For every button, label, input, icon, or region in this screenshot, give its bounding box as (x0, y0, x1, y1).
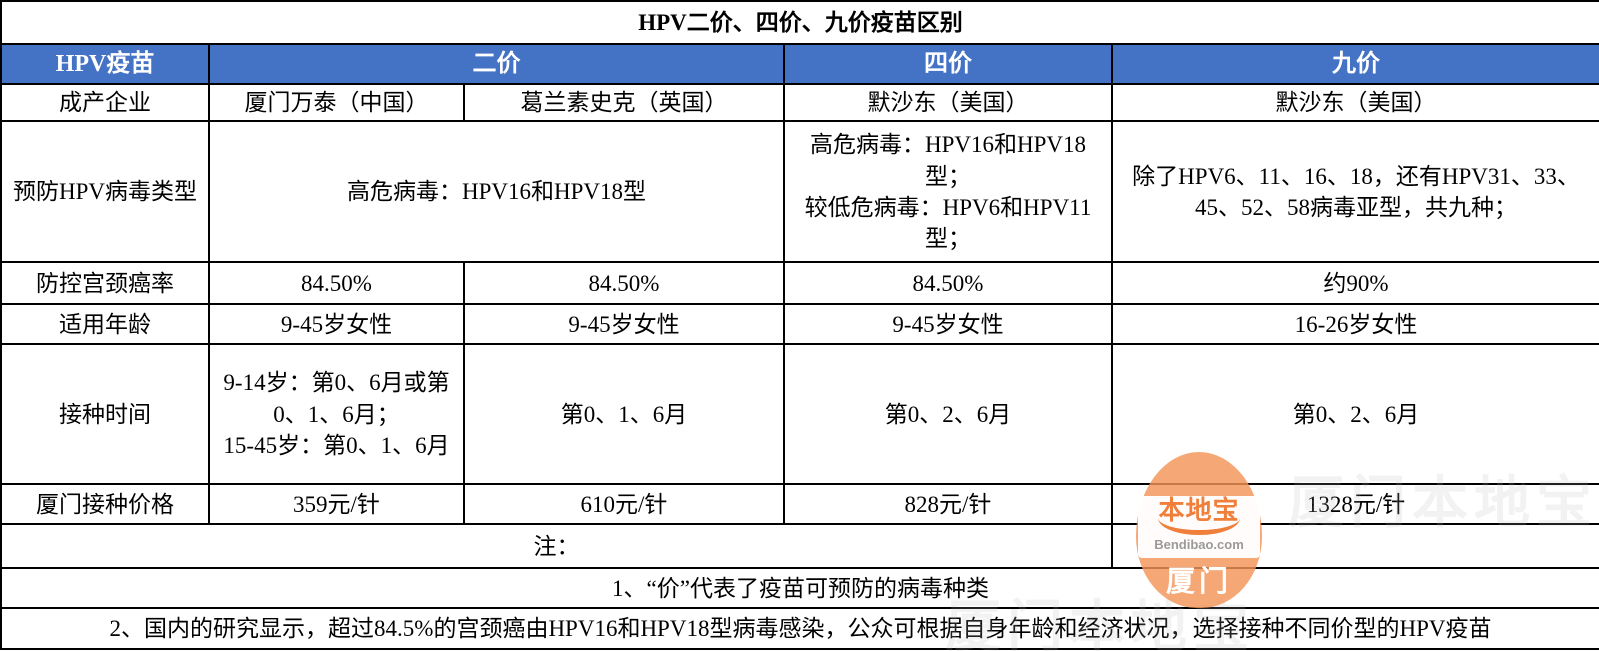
table-row-price: 厦门接种价格 359元/针 610元/针 828元/针 1328元/针 (0, 483, 1599, 526)
cell-age-nonavalent: 16-26岁女性 (1110, 303, 1599, 346)
table-row-schedule: 接种时间 9-14岁：第0、6月或第0、1、6月； 15-45岁：第0、1、6月… (0, 343, 1599, 486)
cell-age-bivalent-b: 9-45岁女性 (463, 303, 785, 346)
note-2: 2、国内的研究显示，超过84.5%的宫颈癌由HPV16和HPV18型病毒感染，公… (0, 607, 1599, 651)
table-row-prevention-rate: 防控宫颈癌率 84.50% 84.50% 84.50% 约90% (0, 261, 1599, 306)
row-label-manufacturer: 成产企业 (0, 82, 210, 123)
header-cell-nonavalent: 九价 (1110, 43, 1599, 85)
cell-schedule-bivalent-b: 第0、1、6月 (463, 343, 785, 486)
cell-price-bivalent-a: 359元/针 (208, 483, 465, 526)
cell-price-nonavalent: 1328元/针 (1110, 483, 1599, 526)
cell-virus-bivalent: 高危病毒：HPV16和HPV18型 (208, 120, 785, 264)
cell-price-bivalent-b: 610元/针 (463, 483, 785, 526)
note-1: 1、“价”代表了疫苗可预防的病毒种类 (0, 567, 1599, 610)
cell-age-bivalent-a: 9-45岁女性 (208, 303, 465, 346)
cell-manufacturer-bivalent-a: 厦门万泰（中国） (208, 82, 465, 123)
cell-schedule-nonavalent: 第0、2、6月 (1110, 343, 1599, 486)
table-row-virus-types: 预防HPV病毒类型 高危病毒：HPV16和HPV18型 高危病毒：HPV16和H… (0, 120, 1599, 264)
cell-price-quadrivalent: 828元/针 (783, 483, 1113, 526)
cell-virus-quadrivalent: 高危病毒：HPV16和HPV18型； 较低危病毒：HPV6和HPV11型； (783, 120, 1113, 264)
cell-virus-nonavalent: 除了HPV6、11、16、18，还有HPV31、33、45、52、58病毒亚型，… (1110, 120, 1599, 264)
table-row-age-range: 适用年龄 9-45岁女性 9-45岁女性 9-45岁女性 16-26岁女性 (0, 303, 1599, 346)
notes-empty-cell (1110, 523, 1599, 570)
header-cell-vaccine: HPV疫苗 (0, 43, 210, 85)
page-title: HPV二价、四价、九价疫苗区别 (0, 0, 1599, 45)
notes-label: 注： (0, 523, 1113, 570)
row-label-prevention-rate: 防控宫颈癌率 (0, 261, 210, 306)
table-row-notes-label: 注： (0, 523, 1599, 570)
cell-manufacturer-nonavalent: 默沙东（美国） (1110, 82, 1599, 123)
cell-age-quadrivalent: 9-45岁女性 (783, 303, 1113, 346)
row-label-schedule: 接种时间 (0, 343, 210, 486)
cell-schedule-bivalent-a: 9-14岁：第0、6月或第0、1、6月； 15-45岁：第0、1、6月 (208, 343, 465, 486)
row-label-price: 厦门接种价格 (0, 483, 210, 526)
row-label-virus-types: 预防HPV病毒类型 (0, 120, 210, 264)
title-row: HPV二价、四价、九价疫苗区别 (0, 0, 1599, 45)
cell-manufacturer-bivalent-b: 葛兰素史克（英国） (463, 82, 785, 123)
header-cell-bivalent: 二价 (208, 43, 785, 85)
table-row-manufacturer: 成产企业 厦门万泰（中国） 葛兰素史克（英国） 默沙东（美国） 默沙东（美国） (0, 82, 1599, 123)
table-row-note1: 1、“价”代表了疫苗可预防的病毒种类 (0, 567, 1599, 610)
cell-rate-quadrivalent: 84.50% (783, 261, 1113, 306)
cell-manufacturer-quadrivalent: 默沙东（美国） (783, 82, 1113, 123)
row-label-age-range: 适用年龄 (0, 303, 210, 346)
table-row-note2: 2、国内的研究显示，超过84.5%的宫颈癌由HPV16和HPV18型病毒感染，公… (0, 607, 1599, 651)
header-row: HPV疫苗 二价 四价 九价 (0, 43, 1599, 85)
cell-rate-nonavalent: 约90% (1110, 261, 1599, 306)
cell-schedule-quadrivalent: 第0、2、6月 (783, 343, 1113, 486)
cell-rate-bivalent-a: 84.50% (208, 261, 465, 306)
cell-rate-bivalent-b: 84.50% (463, 261, 785, 306)
header-cell-quadrivalent: 四价 (783, 43, 1113, 85)
